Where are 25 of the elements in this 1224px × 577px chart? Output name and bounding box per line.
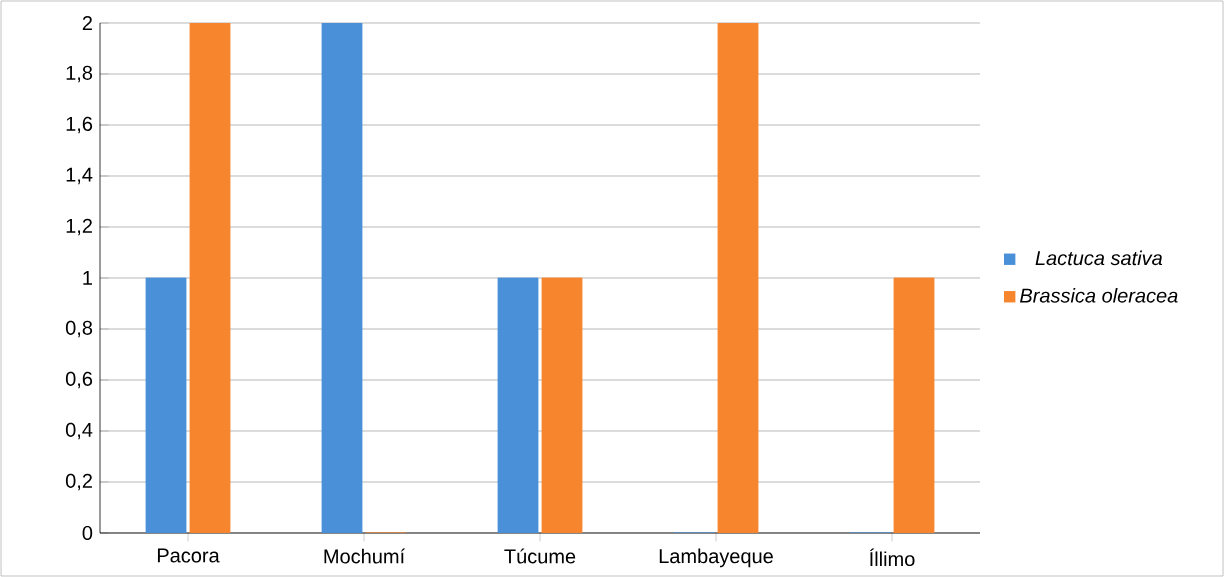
- y-tick-label: 0,2: [65, 473, 92, 491]
- x-tick-label: Túcume: [504, 548, 576, 564]
- bar: [497, 277, 539, 533]
- x-tick-label: Íllimo: [870, 548, 915, 567]
- y-tick-label: 0,4: [65, 422, 93, 440]
- y-tick-label: 0: [82, 525, 93, 541]
- legend-label: Brassica oleracea: [1020, 287, 1178, 303]
- x-tick-label: Mochumí: [324, 548, 406, 564]
- bar: [189, 22, 231, 533]
- bar: [893, 277, 935, 533]
- bar: [717, 22, 759, 533]
- x-tick-label: Pacora: [157, 548, 220, 563]
- x-tick-label: Lambayeque: [659, 548, 773, 568]
- y-tick-label: 0,8: [65, 320, 93, 338]
- y-tick-label: 1,2: [66, 218, 92, 236]
- bar: [321, 22, 363, 533]
- y-tick-label: 2: [82, 16, 92, 30]
- y-tick-label: 1,4: [66, 167, 93, 185]
- bar: [145, 277, 187, 533]
- y-tick-label: 1: [83, 271, 92, 285]
- y-tick-label: 0,6: [65, 371, 93, 389]
- legend-label: Lactuca sativa: [1035, 250, 1163, 266]
- y-tick-label: 1,8: [66, 65, 93, 83]
- bar: [541, 277, 583, 533]
- y-tick-label: 1,6: [66, 116, 93, 134]
